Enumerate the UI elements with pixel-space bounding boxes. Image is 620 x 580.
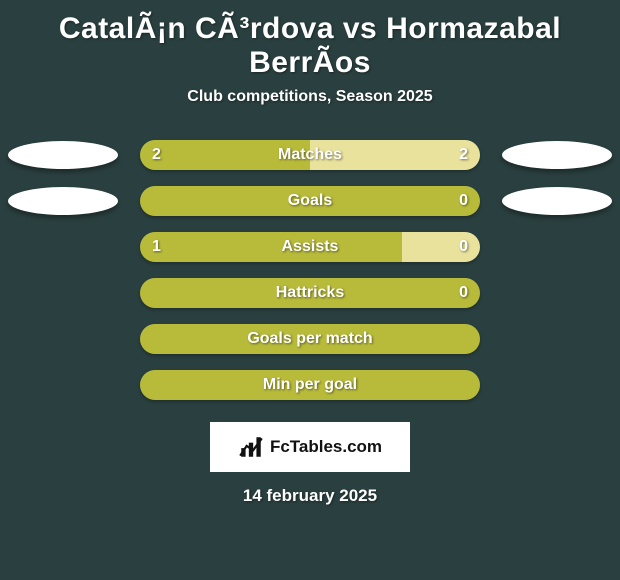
player-marker-left <box>8 141 118 169</box>
chart-icon <box>238 434 264 460</box>
stat-bar: Min per goal <box>140 370 480 400</box>
stat-row: Min per goal <box>0 370 620 400</box>
page-title: CatalÃ¡n CÃ³rdova vs Hormazabal BerrÃ­os <box>0 0 620 84</box>
stat-row: Goals per match <box>0 324 620 354</box>
stats-container: 22Matches0Goals10Assists0HattricksGoals … <box>0 140 620 400</box>
stat-bar-left-fill <box>140 186 480 216</box>
stat-bar-right-fill <box>310 140 480 170</box>
stat-bar: 22Matches <box>140 140 480 170</box>
stat-bar-right-fill <box>402 232 480 262</box>
site-logo-text: FcTables.com <box>270 437 382 457</box>
stat-bar-left-fill <box>140 278 480 308</box>
stat-bar: 10Assists <box>140 232 480 262</box>
stat-bar-left-fill <box>140 140 310 170</box>
stat-row: 22Matches <box>0 140 620 170</box>
stat-bar: 0Goals <box>140 186 480 216</box>
player-marker-right <box>502 187 612 215</box>
stat-value-right: 0 <box>459 278 468 308</box>
stat-bar: 0Hattricks <box>140 278 480 308</box>
stat-value-left: 2 <box>152 140 161 170</box>
stat-bar-left-fill <box>140 232 402 262</box>
stat-bar: Goals per match <box>140 324 480 354</box>
footer-date: 14 february 2025 <box>0 486 620 506</box>
stat-value-right: 0 <box>459 186 468 216</box>
stat-row: 10Assists <box>0 232 620 262</box>
stat-bar-left-fill <box>140 370 480 400</box>
stat-bar-left-fill <box>140 324 480 354</box>
player-marker-right <box>502 141 612 169</box>
stat-row: 0Goals <box>0 186 620 216</box>
stat-value-left: 1 <box>152 232 161 262</box>
stat-value-right: 0 <box>459 232 468 262</box>
stat-value-right: 2 <box>459 140 468 170</box>
stat-row: 0Hattricks <box>0 278 620 308</box>
player-marker-left <box>8 187 118 215</box>
site-logo: FcTables.com <box>210 422 410 472</box>
page-subtitle: Club competitions, Season 2025 <box>0 88 620 106</box>
